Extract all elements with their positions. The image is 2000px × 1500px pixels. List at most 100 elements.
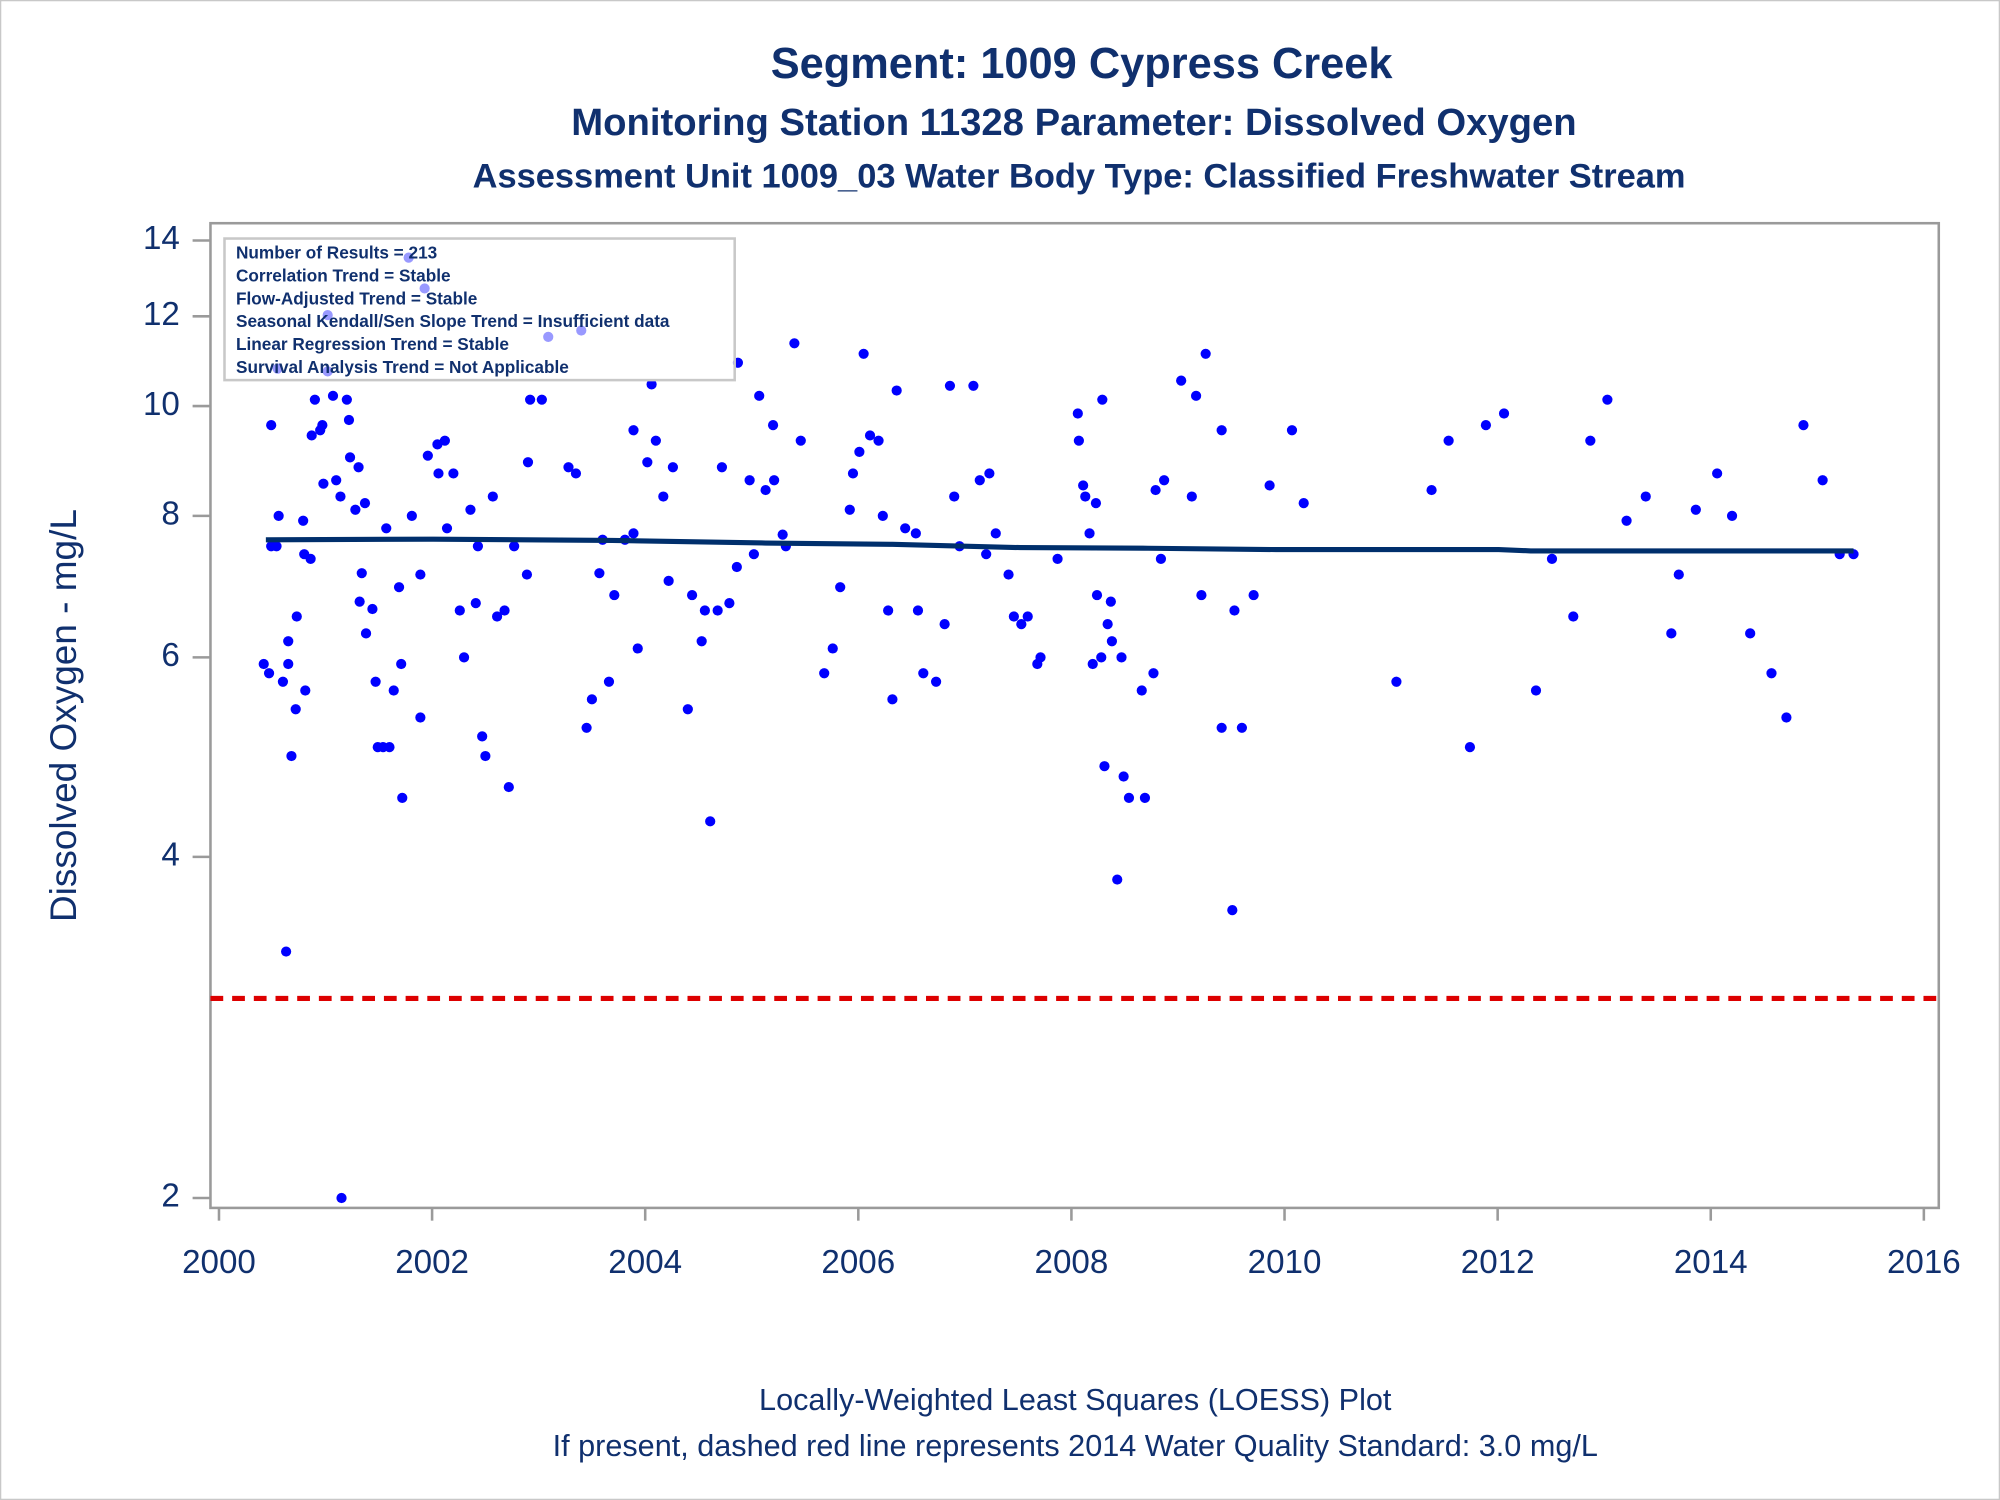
data-point: [1090, 497, 1102, 509]
data-point: [273, 510, 284, 521]
data-point: [1673, 569, 1684, 580]
data-point: [309, 394, 320, 405]
data-point: [712, 605, 723, 616]
data-point: [367, 603, 378, 615]
data-point: [1116, 652, 1127, 663]
data-point: [1216, 425, 1227, 436]
data-point: [335, 491, 346, 502]
x-tick-label: 2008: [1035, 1244, 1109, 1281]
data-point: [1112, 874, 1123, 885]
footnote: If present, dashed red line represents 2…: [553, 1429, 1598, 1463]
data-point: [1264, 480, 1275, 491]
data-point: [1102, 619, 1113, 630]
data-point: [343, 414, 355, 426]
data-point: [344, 452, 356, 463]
data-point: [754, 390, 765, 401]
chart-subtitle: Monitoring Station 11328 Parameter: Diss…: [571, 101, 1576, 144]
data-point: [1176, 375, 1187, 386]
data-point: [480, 750, 491, 762]
data-point: [336, 1192, 347, 1204]
chart-title: Segment: 1009 Cypress Creek: [771, 40, 1394, 88]
data-point: [918, 668, 929, 679]
data-point: [360, 628, 372, 639]
footnote: Locally-Weighted Least Squares (LOESS) P…: [759, 1383, 1392, 1417]
x-tick-label: 2016: [1887, 1244, 1961, 1281]
data-point: [356, 568, 367, 579]
data-point: [359, 497, 371, 509]
data-point: [949, 491, 960, 502]
data-point: [350, 504, 361, 515]
data-point: [406, 510, 417, 521]
data-point: [522, 457, 534, 468]
data-point: [912, 605, 924, 616]
data-point: [1781, 712, 1792, 723]
data-point: [1236, 722, 1248, 733]
data-point: [487, 491, 498, 502]
data-point: [448, 468, 459, 479]
data-point: [298, 515, 309, 526]
data-point: [1159, 475, 1170, 486]
data-point: [594, 568, 605, 579]
data-point: [291, 611, 302, 622]
data-point: [433, 468, 444, 479]
data-point: [441, 523, 453, 534]
data-point: [1585, 435, 1596, 446]
data-point: [877, 510, 888, 521]
data-point: [1123, 792, 1135, 803]
data-point: [835, 582, 846, 593]
data-point: [1096, 652, 1107, 663]
data-point: [696, 636, 707, 647]
x-tick-label: 2000: [182, 1244, 256, 1281]
data-point: [472, 541, 484, 552]
data-point: [944, 380, 956, 391]
data-point: [744, 475, 755, 486]
data-point: [1097, 394, 1108, 405]
data-point: [819, 668, 830, 679]
data-point: [354, 596, 365, 607]
data-point: [699, 605, 710, 616]
data-point: [1568, 611, 1579, 622]
data-point: [650, 435, 661, 446]
stats-line: Flow-Adjusted Trend = Stable: [236, 288, 477, 308]
data-point: [891, 385, 902, 396]
data-point: [525, 394, 536, 405]
data-point: [258, 658, 269, 670]
data-point: [827, 643, 838, 654]
plot-area: [209, 221, 1941, 1210]
data-point: [439, 435, 450, 446]
data-point: [682, 704, 693, 715]
data-point: [603, 676, 615, 687]
data-point: [1602, 394, 1613, 405]
data-point: [1530, 685, 1542, 696]
data-point: [1227, 905, 1238, 916]
data-point: [777, 529, 788, 540]
y-tick-label: 14: [143, 220, 180, 257]
data-point: [397, 792, 408, 803]
data-point: [1690, 504, 1701, 515]
loess-line: [265, 536, 1854, 554]
data-point: [686, 589, 698, 601]
data-point: [415, 712, 426, 723]
data-point: [1426, 484, 1437, 496]
data-point: [1003, 569, 1014, 580]
data-point: [586, 694, 598, 705]
data-point: [503, 781, 514, 793]
data-point: [384, 742, 395, 753]
data-point: [509, 541, 520, 552]
data-point: [883, 605, 894, 616]
data-point: [887, 694, 898, 705]
data-point: [910, 528, 921, 539]
data-point: [1080, 491, 1091, 502]
data-point: [1464, 742, 1476, 753]
data-point: [317, 420, 328, 431]
data-point: [663, 575, 674, 586]
data-point: [858, 348, 869, 359]
data-point: [1216, 722, 1227, 733]
data-point: [769, 475, 780, 486]
data-point: [974, 475, 985, 486]
data-point: [632, 643, 643, 654]
stats-line: Linear Regression Trend = Stable: [236, 334, 509, 354]
data-point: [1229, 605, 1240, 616]
data-point: [1078, 480, 1089, 491]
